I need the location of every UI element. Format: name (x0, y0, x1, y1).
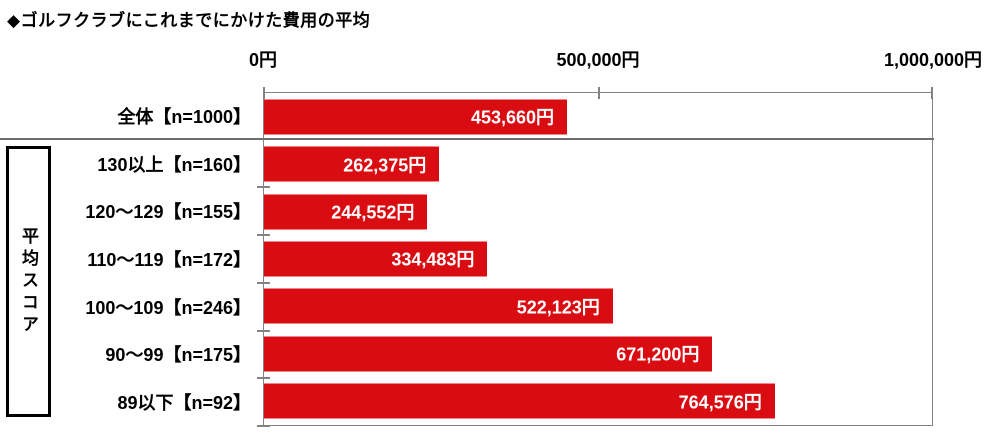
top-axis-tick-500k (598, 87, 600, 99)
category-label: 90～99【n=175】 (105, 345, 251, 366)
bar: 671,200円 (264, 336, 713, 372)
bar-row: 671,200円 (264, 330, 932, 377)
bar: 522,123円 (264, 288, 613, 324)
bar: 453,660円 (264, 99, 568, 135)
bar-value-label: 764,576円 (678, 392, 762, 413)
bar-row: 262,375円 (264, 140, 932, 187)
bar-row: 244,552円 (264, 188, 932, 235)
category-label: 120～129【n=155】 (85, 202, 251, 223)
bar: 262,375円 (264, 146, 440, 182)
bar-value-label: 453,660円 (470, 107, 555, 128)
category-axis-tick (257, 186, 270, 189)
bar-value-label: 522,123円 (516, 297, 600, 318)
score-group-label: 平均スコア (19, 226, 38, 337)
x-axis-tick-label-0: 0円 (248, 50, 278, 70)
x-axis-tick-label-500k: 500,000円 (556, 50, 640, 70)
category-label: 89以下【n=92】 (117, 393, 251, 414)
category-axis-tick (257, 281, 270, 284)
category-axis-tick (257, 329, 270, 332)
bar: 244,552円 (264, 194, 428, 230)
chart-title: ◆ゴルフクラブにこれまでにかけた費用の平均 (7, 11, 371, 30)
overall-separator-line (0, 138, 934, 140)
top-axis-tick-1m (931, 87, 933, 99)
category-axis-tick (257, 234, 270, 237)
category-label: 110～119【n=172】 (87, 250, 251, 271)
bar: 764,576円 (264, 383, 775, 419)
category-axis-tick (257, 425, 270, 427)
plot-area: 453,660円 262,375円 244,552円 334,483円 522,123円… (257, 87, 933, 427)
bar-row: 764,576円 (264, 378, 932, 425)
x-axis-tick-label-1m: 1,000,000円 (883, 50, 983, 70)
top-axis-tick-0 (263, 87, 265, 99)
bar-value-label: 244,552円 (331, 202, 415, 223)
bar-value-label: 671,200円 (616, 344, 700, 365)
bar-row: 522,123円 (264, 283, 932, 330)
bar-value-label: 262,375円 (343, 155, 427, 176)
category-labels: 全体【n=1000】 130以上【n=160】 120～129【n=155】 110～… (0, 92, 251, 426)
score-group-box: 平均スコア (6, 146, 51, 417)
bar-value-label: 334,483円 (391, 249, 475, 270)
bar-row: 453,660円 (264, 93, 932, 140)
bar-row: 334,483円 (264, 235, 932, 282)
category-label: 全体【n=1000】 (117, 106, 251, 127)
category-axis-tick (257, 377, 270, 380)
category-label: 100～109【n=246】 (85, 297, 251, 318)
bar: 334,483円 (264, 241, 488, 277)
category-label: 130以上【n=160】 (97, 154, 251, 175)
